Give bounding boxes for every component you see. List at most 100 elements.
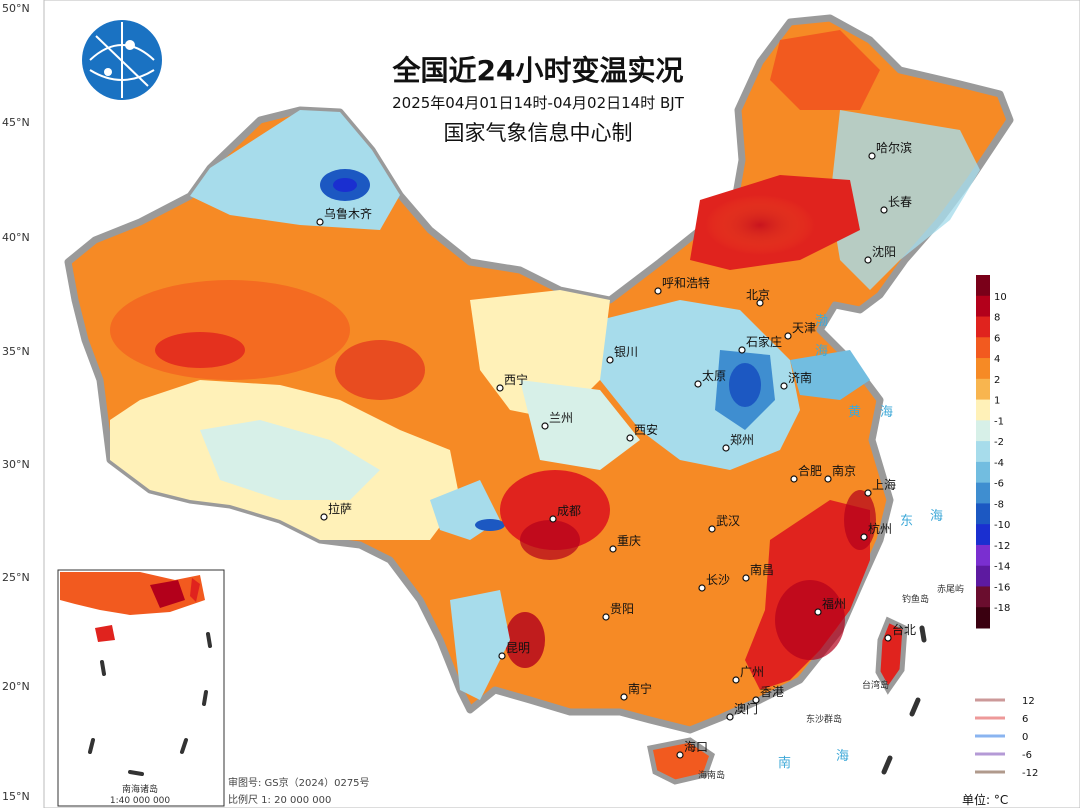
scale-text: 比例尺 1: 20 000 000 <box>228 793 331 806</box>
city-marker: 成都 <box>549 504 581 523</box>
legend-label: -4 <box>994 458 1004 469</box>
contour-legend: 12 6 0 -6 -12 <box>975 696 1038 779</box>
city-dot <box>698 584 706 592</box>
legend-swatch <box>976 586 990 608</box>
legend-label: 6 <box>994 333 1000 344</box>
island-diaoyu: 钓鱼岛 <box>902 593 929 605</box>
city-label: 南京 <box>832 463 856 478</box>
city-label: 太原 <box>702 368 726 383</box>
globe-logo-icon <box>82 20 162 100</box>
city-label: 兰州 <box>549 411 573 425</box>
city-dot <box>320 513 328 521</box>
sea-huanghai-2: 海 <box>880 405 893 420</box>
unit-label: 单位: °C <box>962 792 1008 807</box>
city-label: 重庆 <box>617 534 641 548</box>
city-label: 南宁 <box>628 681 652 696</box>
city-marker: 哈尔滨 <box>868 140 912 160</box>
legend-swatch <box>976 565 990 587</box>
legend-swatch <box>976 275 990 297</box>
city-marker: 南京 <box>824 463 856 483</box>
legend-swatch <box>976 399 990 421</box>
legend-label: 1 <box>994 396 1000 407</box>
legend-label: -16 <box>994 582 1010 593</box>
city-marker: 上海 <box>864 477 896 497</box>
temperature-regions <box>110 30 980 700</box>
city-marker: 香港 <box>752 685 784 704</box>
city-marker: 南昌 <box>742 562 774 582</box>
city-label: 海口 <box>684 739 708 754</box>
map-title: 全国近24小时变温实况 <box>392 54 684 87</box>
city-dot <box>784 332 792 340</box>
legend-label: -14 <box>994 562 1010 573</box>
sea-donghai-2: 海 <box>930 509 943 524</box>
city-label: 武汉 <box>716 514 740 528</box>
city-dot <box>722 444 730 452</box>
lat-20: 20°N <box>2 680 30 693</box>
contour-label: 6 <box>1022 714 1028 725</box>
nine-dash-line <box>881 625 927 775</box>
city-marker: 呼和浩特 <box>654 275 710 295</box>
city-label: 贵阳 <box>610 602 634 616</box>
city-label: 福州 <box>822 596 846 611</box>
city-dot <box>626 434 634 442</box>
lat-35: 35°N <box>2 345 30 358</box>
city-marker: 贵阳 <box>602 602 634 621</box>
island-labels: 台湾岛 海南岛 东沙群岛 钓鱼岛 赤尾屿 <box>698 584 964 781</box>
city-dot <box>602 613 610 621</box>
city-dot <box>868 152 876 160</box>
city-label: 台北 <box>892 622 916 637</box>
sea-donghai: 东 <box>900 514 913 529</box>
sea-huanghai: 黄 <box>848 405 861 420</box>
city-label: 天津 <box>792 321 816 335</box>
city-dot <box>880 206 888 214</box>
map-org: 国家气象信息中心制 <box>444 121 633 145</box>
lat-45: 45°N <box>2 116 30 129</box>
city-label: 西安 <box>634 422 658 437</box>
legend-swatch <box>976 503 990 525</box>
city-dot <box>780 382 788 390</box>
lat-25: 25°N <box>2 571 30 584</box>
city-dot <box>756 299 764 307</box>
city-label: 石家庄 <box>746 334 782 349</box>
city-label: 西宁 <box>504 372 528 387</box>
city-dot <box>549 515 557 523</box>
island-chiwei: 赤尾屿 <box>937 584 964 595</box>
city-label: 香港 <box>760 685 784 699</box>
city-label: 澳门 <box>734 701 758 716</box>
city-marker: 石家庄 <box>738 334 782 354</box>
city-dot <box>742 574 750 582</box>
legend-swatch <box>976 461 990 484</box>
city-label: 昆明 <box>506 641 530 655</box>
inset-scale: 1:40 000 000 <box>110 796 171 806</box>
city-dot <box>790 475 798 483</box>
city-marker: 西安 <box>626 422 658 442</box>
city-dot <box>824 475 832 483</box>
south-china-sea-inset: 南海诸岛 1:40 000 000 <box>57 569 225 807</box>
city-dot <box>860 533 868 541</box>
city-marker: 台北 <box>884 622 916 642</box>
city-label: 郑州 <box>730 432 754 447</box>
city-marker: 乌鲁木齐 <box>316 206 372 226</box>
lat-15: 15°N <box>2 790 30 803</box>
legend-label: -6 <box>994 479 1004 490</box>
city-marker: 广州 <box>732 665 764 684</box>
city-label: 长沙 <box>706 573 730 587</box>
legend-swatch <box>976 420 990 442</box>
city-marker: 天津 <box>784 321 816 340</box>
legend-swatch <box>976 544 990 567</box>
legend-label: 8 <box>994 313 1000 324</box>
city-label: 广州 <box>740 665 764 679</box>
map-subtitle: 2025年04月01日14时-04月02日14时 BJT <box>392 94 685 112</box>
sea-bohai-2: 海 <box>815 344 828 359</box>
legend-swatch <box>976 295 990 318</box>
city-marker: 郑州 <box>722 432 754 452</box>
sea-labels: 渤 海 黄 海 东 海 南 海 <box>778 313 943 771</box>
city-dot <box>726 713 734 721</box>
lat-50: 50°N <box>2 2 30 15</box>
city-label: 上海 <box>872 477 896 492</box>
sea-nanhai: 南 <box>778 755 791 771</box>
city-label: 杭州 <box>868 521 892 536</box>
city-label: 银川 <box>614 345 638 359</box>
